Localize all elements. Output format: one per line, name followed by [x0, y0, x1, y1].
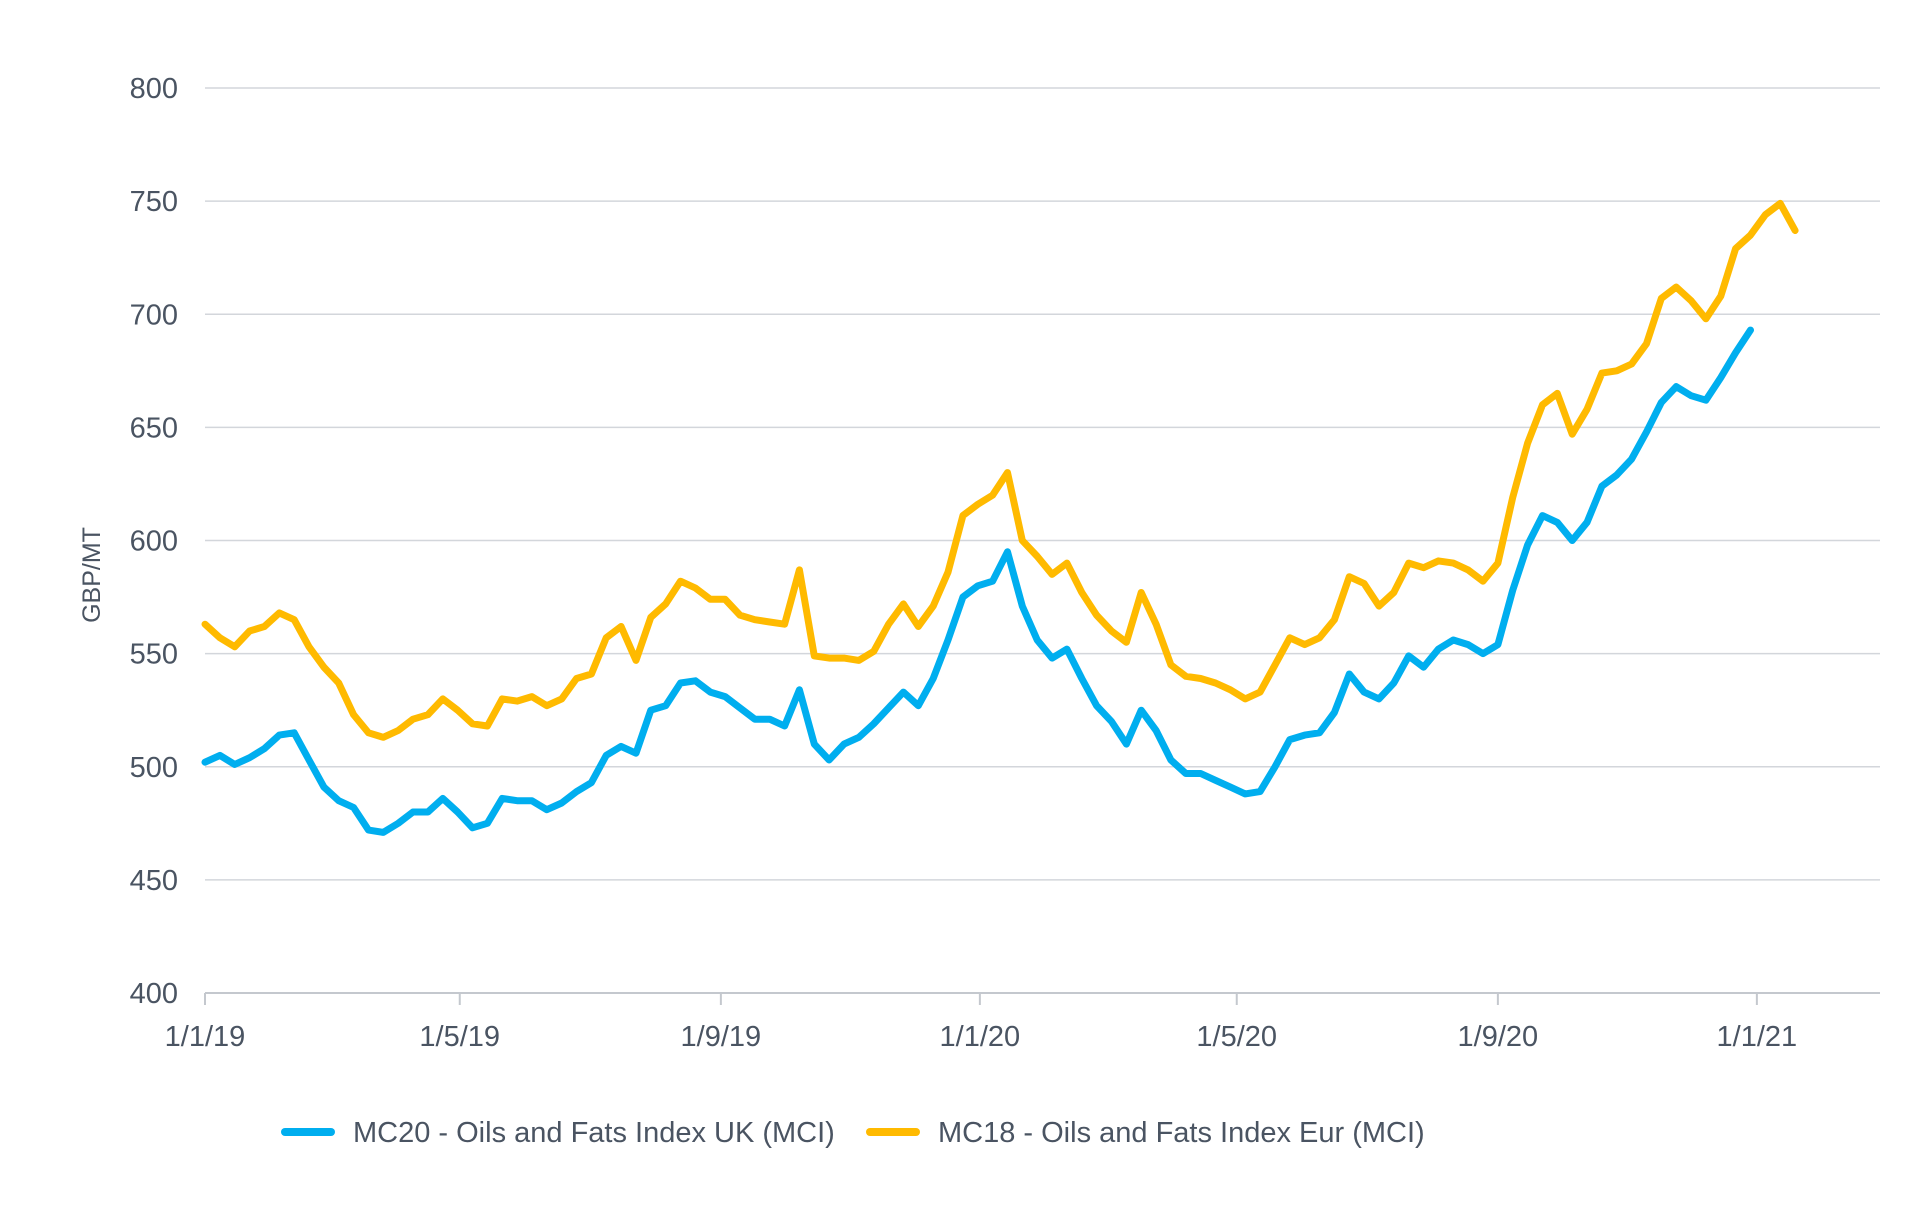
y-tick-label: 600 [130, 526, 178, 558]
legend-label: MC20 - Oils and Fats Index UK (MCI) [353, 1117, 835, 1149]
y-tick-label: 650 [130, 412, 178, 444]
x-tick-label: 1/1/20 [940, 1021, 1021, 1053]
x-tick-label: 1/9/20 [1458, 1021, 1539, 1053]
y-axis-title: GBP/MT [78, 527, 106, 623]
legend: MC20 - Oils and Fats Index UK (MCI) MC18 … [281, 1117, 1425, 1149]
y-tick-label: 500 [130, 752, 178, 784]
y-tick-label: 550 [130, 639, 178, 671]
series-line-mc18-eur [201, 199, 1799, 741]
x-tick-label: 1/9/19 [681, 1021, 762, 1053]
y-tick-label: 450 [130, 865, 178, 897]
x-tick-label: 1/1/19 [165, 1021, 246, 1053]
x-axis-tick-labels: 1/1/19 1/5/19 1/9/19 1/1/20 1/5/20 1/9/20 1/1/… [165, 1021, 1798, 1053]
series-line-mc20-uk [201, 326, 1754, 836]
series-lines [201, 199, 1799, 836]
y-tick-label: 400 [130, 978, 178, 1010]
grid-lines [205, 87, 1880, 881]
x-tick-label: 1/1/21 [1717, 1021, 1798, 1053]
x-tick-label: 1/5/20 [1196, 1021, 1277, 1053]
y-tick-label: 800 [130, 73, 178, 105]
x-axis [204, 992, 1880, 1005]
x-tick-label: 1/5/19 [419, 1021, 500, 1053]
legend-label: MC18 - Oils and Fats Index Eur (MCI) [938, 1117, 1425, 1149]
y-axis-tick-labels: 400 450 500 550 600 650 700 750 800 [130, 73, 178, 1010]
y-tick-label: 700 [130, 299, 178, 331]
y-tick-label: 750 [130, 186, 178, 218]
